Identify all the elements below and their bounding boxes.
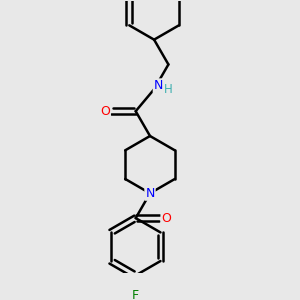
Text: F: F: [132, 289, 139, 300]
Text: O: O: [161, 212, 171, 225]
Text: O: O: [100, 105, 110, 118]
Text: H: H: [164, 83, 173, 96]
Text: N: N: [145, 187, 155, 200]
Text: N: N: [154, 79, 163, 92]
